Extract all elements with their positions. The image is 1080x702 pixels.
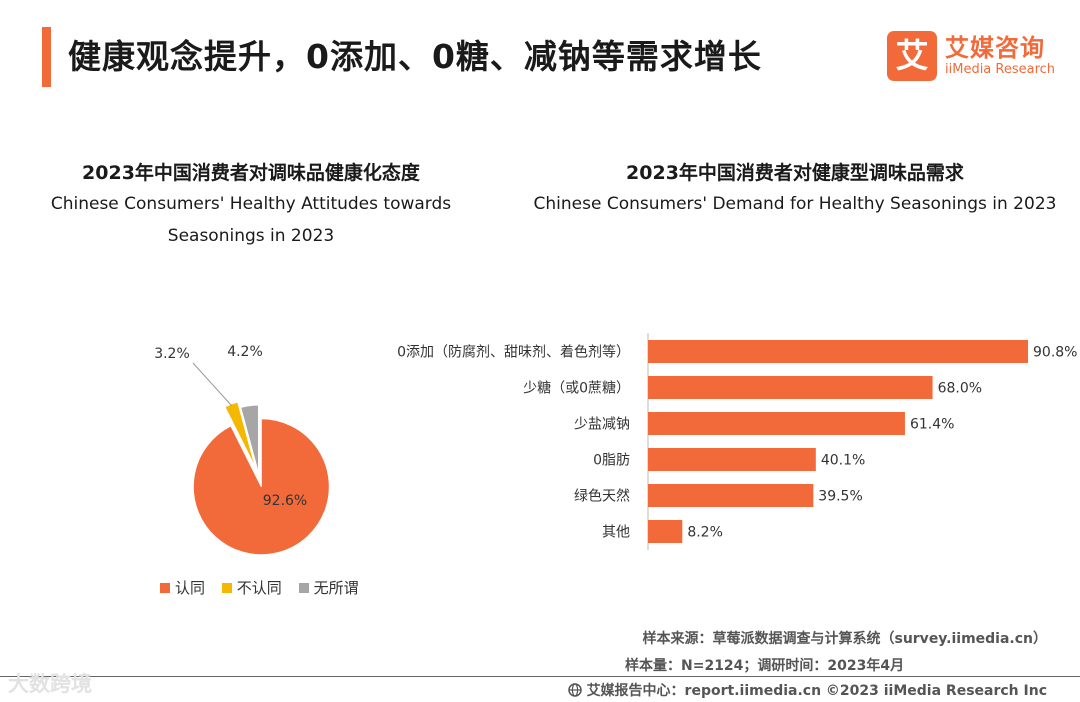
watermark: 大数跨境 — [8, 672, 92, 696]
bar-category-label-3: 0脂肪 — [593, 453, 630, 469]
bar-chart-title: 2023年中国消费者对健康型调味品需求 — [626, 162, 964, 184]
iimedia-logo: 艾 艾媒咨询 iiMedia Research — [887, 31, 1067, 81]
legend-swatch-indifferent — [298, 583, 309, 593]
bar-category-label-4: 绿色天然 — [574, 488, 630, 505]
pie-leader-line-disagree — [192, 362, 233, 407]
page-title: 健康观念提升，0添加、0糖、减钠等需求增长 — [68, 37, 762, 76]
bar-0 — [648, 340, 1028, 363]
legend-item-indifferent: 无所谓 — [298, 577, 359, 598]
pie-slice-agree — [192, 418, 330, 556]
pie-chart-title: 2023年中国消费者对调味品健康化态度 — [82, 162, 420, 184]
footer-report: 艾媒报告中心：report.iimedia.cn ©2023 iiMedia R… — [586, 683, 1047, 699]
pie-chart-title-block: 2023年中国消费者对调味品健康化态度 Chinese Consumers' H… — [40, 158, 462, 252]
bar-value-label-0: 90.8% — [1033, 345, 1077, 361]
bar-category-label-2: 少盐减钠 — [574, 417, 630, 433]
footer-sample: 样本量：N=2124；调研时间：2023年4月 — [625, 658, 905, 674]
footer: 样本来源：草莓派数据调查与计算系统（survey.iimedia.cn） 样本量… — [0, 620, 1080, 702]
legend-item-agree: 认同 — [160, 577, 205, 598]
logo-name-en: iiMedia Research — [945, 62, 1056, 77]
bar-category-label-0: 0添加（防腐剂、甜味剂、着色剂等） — [397, 344, 630, 361]
logo-name-cn: 艾媒咨询 — [945, 34, 1045, 62]
bar-chart-subtitle: Chinese Consumers' Demand for Healthy Se… — [533, 194, 1057, 214]
bar-category-label-5: 其他 — [602, 525, 630, 541]
bar-value-label-1: 68.0% — [938, 381, 982, 397]
bar-5 — [648, 520, 683, 543]
title-accent-bar — [42, 27, 51, 87]
pie-slice-disagree — [224, 401, 256, 468]
bar-2 — [648, 412, 905, 435]
bar-4 — [648, 484, 814, 507]
footer-source: 样本来源：草莓派数据调查与计算系统（survey.iimedia.cn） — [642, 631, 1047, 647]
bar-3 — [648, 448, 816, 471]
bar-value-label-3: 40.1% — [821, 453, 865, 469]
pie-slice-indifferent — [240, 404, 259, 474]
legend-label-disagree: 不认同 — [236, 579, 282, 597]
pie-chart-subtitle-line2: Seasonings in 2023 — [167, 226, 335, 246]
logo-mark: 艾 — [887, 31, 937, 81]
pie-label-agree: 92.6% — [263, 493, 307, 509]
bar-value-label-2: 61.4% — [910, 417, 954, 433]
pie-legend: 认同 不认同 无所谓 — [160, 577, 371, 598]
legend-label-agree: 认同 — [175, 579, 206, 597]
globe-icon — [567, 683, 582, 697]
bar-value-label-4: 39.5% — [818, 489, 862, 505]
bar-category-label-1: 少糖（或0蔗糖） — [523, 381, 630, 397]
footer-report-line: 艾媒报告中心：report.iimedia.cn ©2023 iiMedia R… — [567, 680, 1047, 700]
pie-label-indifferent: 4.2% — [227, 344, 263, 360]
legend-swatch-disagree — [221, 583, 232, 593]
legend-label-indifferent: 无所谓 — [313, 579, 359, 597]
pie-label-disagree: 3.2% — [154, 346, 190, 362]
pie-chart-subtitle-line1: Chinese Consumers' Healthy Attitudes tow… — [50, 194, 452, 214]
bar-value-label-5: 8.2% — [687, 525, 723, 541]
bar-chart-title-block: 2023年中国消费者对健康型调味品需求 Chinese Consumers' D… — [530, 158, 1060, 220]
legend-swatch-agree — [160, 583, 170, 593]
legend-item-disagree: 不认同 — [221, 577, 282, 598]
footer-divider — [0, 676, 1080, 677]
bar-1 — [648, 376, 933, 399]
